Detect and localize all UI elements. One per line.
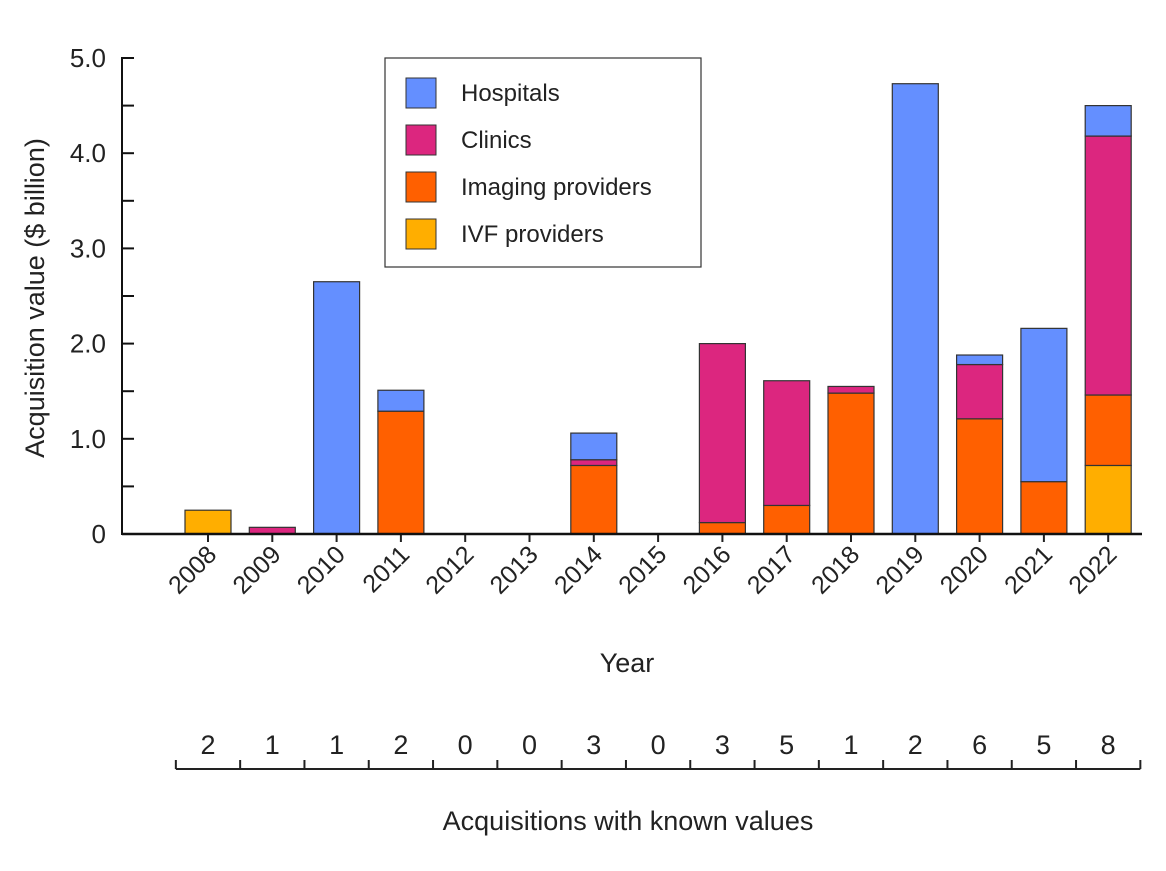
x-tick-label: 2015: [613, 540, 672, 599]
bar-2021-hospitals: [1020, 327, 1068, 483]
count-label: 1: [265, 730, 280, 760]
x-tick-label: 2016: [678, 540, 737, 599]
x-tick-label: 2021: [999, 540, 1058, 599]
bar-2017-imaging-providers: [763, 504, 811, 535]
legend-label: Hospitals: [461, 80, 560, 107]
bar-2022-hospitals: [1084, 104, 1132, 137]
legend: Hospitals Clinics Imaging providers IVF pro…: [384, 57, 702, 268]
bar-2017-clinics: [763, 380, 811, 507]
y-tick-label: 4.0: [70, 138, 106, 168]
x-tick-label: 2019: [870, 540, 929, 599]
x-tick-label: 2010: [292, 540, 351, 599]
x-tick-label: 2009: [227, 540, 286, 599]
count-label: 1: [329, 730, 344, 760]
count-label: 8: [1101, 730, 1116, 760]
count-label: 2: [393, 730, 408, 760]
count-label: 3: [715, 730, 730, 760]
y-tick-label: 0: [92, 519, 106, 549]
bar-2014-clinics: [570, 459, 618, 467]
bar-2016-imaging-providers: [698, 521, 747, 535]
bar-2011-imaging-providers: [377, 410, 425, 535]
bar-2018-imaging-providers: [827, 392, 875, 535]
count-label: 5: [1036, 730, 1051, 760]
count-label: 0: [522, 730, 537, 760]
count-label: 0: [651, 730, 666, 760]
bar-2014-imaging-providers: [570, 464, 618, 535]
legend-swatch-hospitals: [405, 77, 437, 109]
bar-2008-ivf-providers: [184, 509, 232, 535]
x-tick-label: 2020: [935, 540, 994, 599]
bar-2022-imaging-providers: [1084, 394, 1132, 467]
y-axis-label: Acquisition value ($ billion): [20, 138, 50, 458]
x-tick-label: 2011: [357, 540, 415, 598]
bar-2022-ivf-providers: [1084, 464, 1132, 535]
bar-2014-hospitals: [570, 432, 618, 461]
y-tick-label: 2.0: [70, 329, 106, 359]
x-tick-label: 2008: [163, 540, 222, 599]
bar-2016-clinics: [698, 343, 747, 524]
x-tick-label: 2018: [806, 540, 865, 599]
x-axis-label: Year: [600, 648, 655, 678]
y-tick-label: 3.0: [70, 233, 106, 263]
count-label: 0: [458, 730, 473, 760]
legend-swatch-clinics: [405, 124, 437, 156]
x-tick-label: 2012: [420, 540, 479, 599]
counts-label: Acquisitions with known values: [443, 806, 814, 836]
bar-2020-clinics: [955, 363, 1004, 420]
count-label: 5: [779, 730, 794, 760]
legend-label: Clinics: [461, 127, 532, 154]
bar-2010-hospitals: [313, 281, 361, 535]
legend-swatch-ivf-providers: [405, 218, 437, 250]
legend-box: [384, 57, 702, 268]
bar-2020-imaging-providers: [955, 418, 1004, 535]
x-tick-label: 2022: [1063, 540, 1122, 599]
bar-2018-clinics: [827, 385, 875, 394]
count-label: 1: [843, 730, 858, 760]
count-label: 2: [200, 730, 215, 760]
bar-2021-imaging-providers: [1020, 481, 1068, 535]
legend-swatch-imaging-providers: [405, 171, 437, 203]
y-tick-label: 1.0: [70, 424, 106, 454]
x-tick-label: 2017: [742, 540, 801, 599]
bar-2020-hospitals: [955, 354, 1004, 366]
legend-label: Imaging providers: [461, 174, 652, 201]
x-tick-label: 2014: [549, 540, 608, 599]
bar-2019-hospitals: [891, 83, 939, 535]
y-tick-label: 5.0: [70, 43, 106, 73]
count-label: 3: [586, 730, 601, 760]
bar-2022-clinics: [1084, 135, 1132, 396]
count-label: 2: [908, 730, 923, 760]
count-label: 6: [972, 730, 987, 760]
x-tick-label: 2013: [485, 540, 544, 599]
legend-label: IVF providers: [461, 221, 604, 248]
bar-2011-hospitals: [377, 389, 425, 412]
